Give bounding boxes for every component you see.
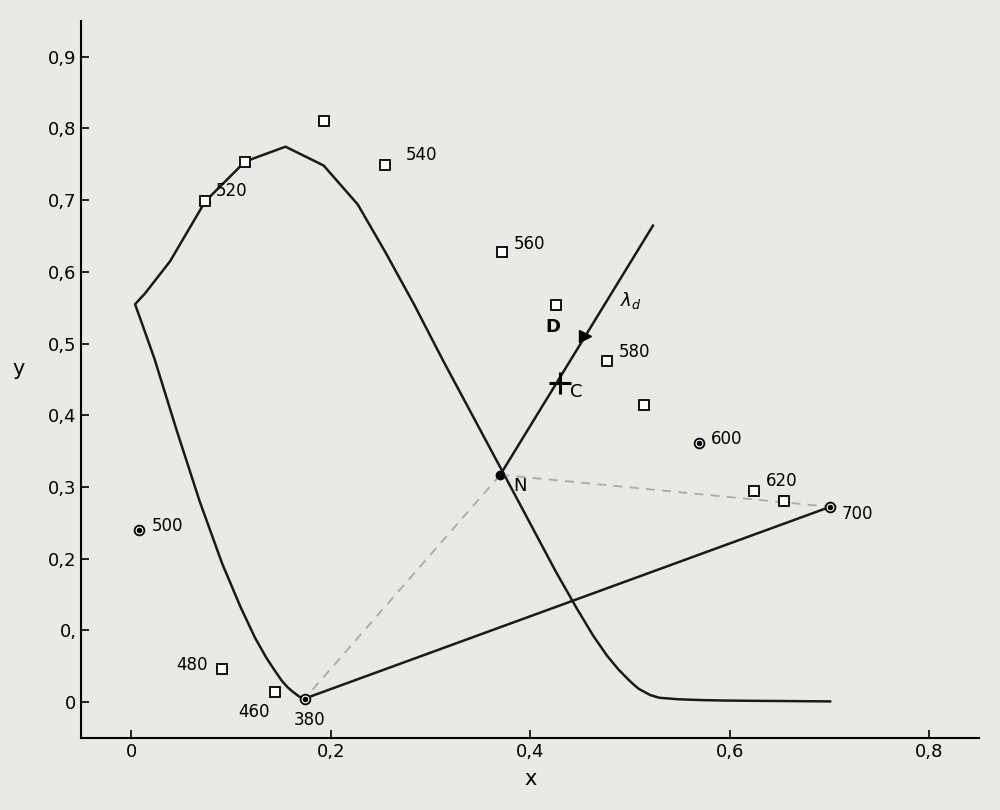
Text: 500: 500 (151, 518, 183, 535)
Text: C: C (570, 383, 583, 401)
Text: 540: 540 (405, 146, 437, 164)
Text: 520: 520 (215, 181, 247, 199)
Text: D: D (545, 318, 560, 336)
Text: 480: 480 (176, 656, 207, 675)
Text: 620: 620 (766, 471, 798, 489)
Text: 380: 380 (294, 711, 326, 729)
Text: 700: 700 (842, 505, 874, 523)
Text: 460: 460 (238, 703, 270, 721)
Text: 580: 580 (619, 343, 651, 361)
Text: 560: 560 (514, 235, 545, 253)
Text: N: N (513, 476, 527, 495)
Text: $\lambda_d$: $\lambda_d$ (620, 290, 642, 311)
Y-axis label: y: y (12, 360, 25, 379)
Text: 600: 600 (711, 430, 743, 449)
X-axis label: x: x (524, 770, 536, 789)
